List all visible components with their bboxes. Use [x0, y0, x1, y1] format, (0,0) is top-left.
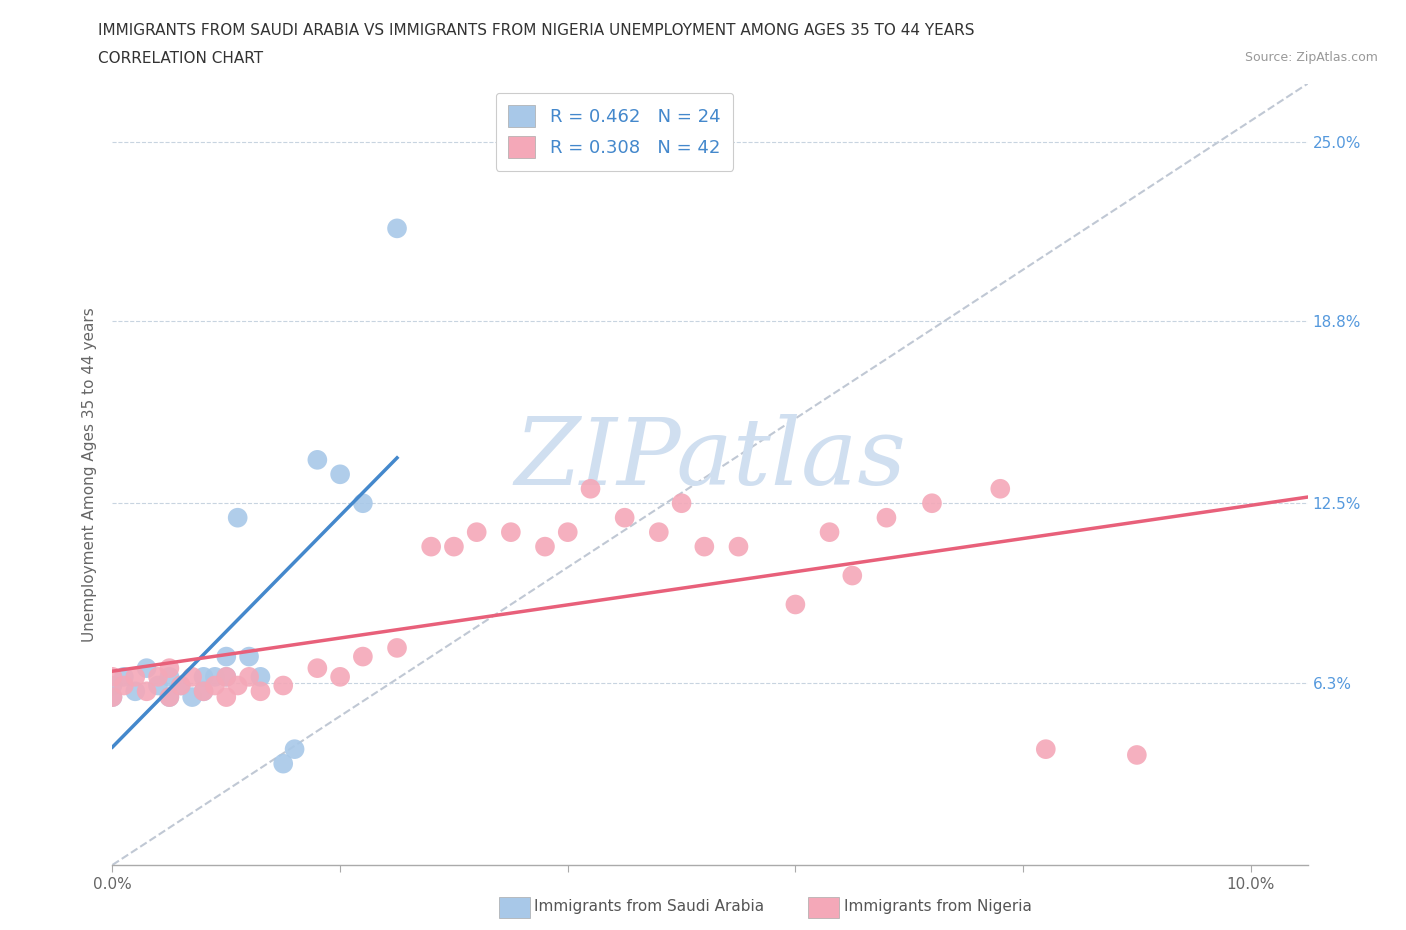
Point [101, 690, 124, 705]
Point [534, 539, 557, 554]
Point [249, 670, 271, 684]
Point [157, 690, 180, 705]
Point [181, 670, 204, 684]
Point [875, 511, 897, 525]
Point [124, 684, 146, 698]
Point [284, 742, 307, 757]
Point [193, 684, 215, 698]
Point [215, 670, 238, 684]
Text: ZIPatlas: ZIPatlas [515, 414, 905, 504]
Point [226, 511, 249, 525]
Point [648, 525, 671, 539]
Point [307, 660, 329, 675]
Point [307, 452, 329, 467]
Point [420, 539, 443, 554]
Point [557, 525, 579, 539]
Point [238, 649, 260, 664]
Point [170, 678, 193, 693]
Point [135, 684, 157, 698]
Point [1126, 748, 1149, 763]
Point [146, 670, 169, 684]
Point [385, 221, 408, 236]
Point [921, 496, 943, 511]
Point [443, 539, 465, 554]
Point [238, 670, 260, 684]
Text: CORRELATION CHART: CORRELATION CHART [98, 51, 263, 66]
Point [193, 684, 215, 698]
Text: Immigrants from Saudi Arabia: Immigrants from Saudi Arabia [534, 899, 765, 914]
Point [101, 678, 124, 693]
Point [249, 684, 271, 698]
Point [841, 568, 863, 583]
Point [499, 525, 522, 539]
Legend: R = 0.462   N = 24, R = 0.308   N = 42: R = 0.462 N = 24, R = 0.308 N = 42 [496, 93, 733, 171]
Point [671, 496, 693, 511]
Text: IMMIGRANTS FROM SAUDI ARABIA VS IMMIGRANTS FROM NIGERIA UNEMPLOYMENT AMONG AGES : IMMIGRANTS FROM SAUDI ARABIA VS IMMIGRAN… [98, 23, 974, 38]
Point [727, 539, 749, 554]
Point [329, 467, 352, 482]
Point [157, 690, 180, 705]
Point [112, 670, 135, 684]
Point [157, 660, 180, 675]
Point [215, 690, 238, 705]
Point [215, 670, 238, 684]
Point [271, 756, 294, 771]
Point [157, 670, 180, 684]
Point [170, 678, 193, 693]
Point [818, 525, 841, 539]
Point [271, 678, 294, 693]
Point [352, 649, 374, 664]
Point [204, 670, 226, 684]
Y-axis label: Unemployment Among Ages 35 to 44 years: Unemployment Among Ages 35 to 44 years [82, 307, 97, 642]
Point [124, 670, 146, 684]
Point [135, 660, 157, 675]
Point [101, 690, 124, 705]
Point [181, 690, 204, 705]
Point [693, 539, 716, 554]
Point [613, 511, 636, 525]
Text: Immigrants from Nigeria: Immigrants from Nigeria [844, 899, 1032, 914]
Point [146, 678, 169, 693]
Point [204, 678, 226, 693]
Point [193, 670, 215, 684]
Point [385, 641, 408, 656]
Point [1035, 742, 1057, 757]
Point [329, 670, 352, 684]
Point [352, 496, 374, 511]
Point [215, 649, 238, 664]
Point [785, 597, 807, 612]
Point [579, 482, 602, 497]
Point [112, 678, 135, 693]
Point [988, 482, 1011, 497]
Point [101, 670, 124, 684]
Point [226, 678, 249, 693]
Text: Source: ZipAtlas.com: Source: ZipAtlas.com [1244, 51, 1378, 64]
Point [465, 525, 488, 539]
